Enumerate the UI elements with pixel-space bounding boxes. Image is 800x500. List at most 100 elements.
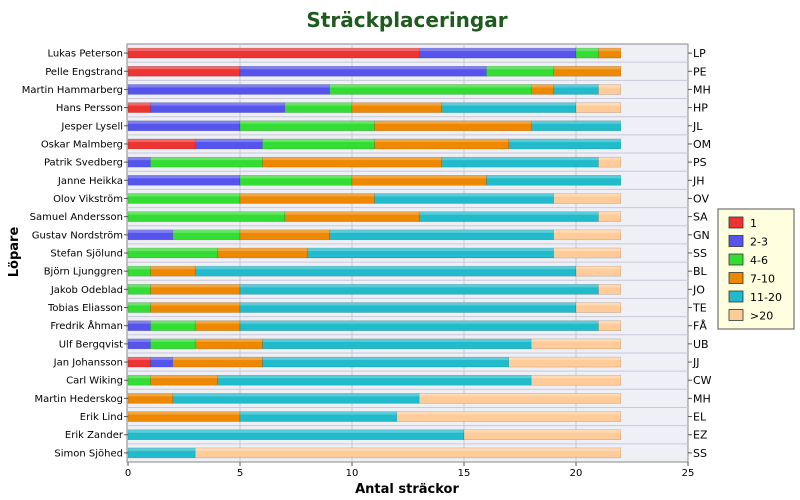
bar-segment xyxy=(530,338,622,350)
legend-label: 1 xyxy=(750,217,757,230)
bar-highlight xyxy=(486,175,621,179)
x-tick-label: 10 xyxy=(346,468,359,479)
bar-segment xyxy=(508,138,622,150)
bar-highlight xyxy=(150,338,196,342)
bar-highlight xyxy=(195,447,621,451)
bar-highlight xyxy=(128,48,420,52)
runner-initials-label: GN xyxy=(693,229,710,242)
bar-highlight xyxy=(172,357,263,361)
bar-highlight xyxy=(150,266,196,270)
bar-segment xyxy=(575,302,622,313)
bar-highlight xyxy=(128,211,285,215)
bar-highlight xyxy=(598,320,621,324)
runner-initials-label: EZ xyxy=(693,429,708,442)
runner-label: Pelle Engstrand xyxy=(45,67,123,78)
bar-highlight xyxy=(531,338,621,342)
runner-label: Jesper Lysell xyxy=(60,121,123,132)
bar-segment xyxy=(598,284,622,295)
bar-highlight xyxy=(172,393,420,397)
runner-initials-label: HP xyxy=(693,102,708,115)
bar-highlight xyxy=(128,266,151,270)
bar-highlight xyxy=(150,302,240,306)
legend-label: 7-10 xyxy=(750,273,775,286)
bar-highlight xyxy=(553,193,621,197)
bar-highlight xyxy=(128,320,151,324)
bar-highlight xyxy=(195,320,240,324)
bar-highlight xyxy=(128,302,151,306)
runner-initials-label: TE xyxy=(692,302,707,315)
runner-label: Jakob Odeblad xyxy=(50,285,123,296)
runner-label: Hans Persson xyxy=(56,103,123,114)
bar-highlight xyxy=(240,320,599,324)
x-tick-label: 15 xyxy=(458,468,471,479)
bar-highlight xyxy=(441,102,576,106)
bar-segment xyxy=(418,393,622,404)
bar-highlight xyxy=(240,175,352,179)
bar-highlight xyxy=(508,138,621,142)
runner-label: Martin Hammarberg xyxy=(22,85,123,96)
bar-highlight xyxy=(240,193,375,197)
bar-segment xyxy=(553,193,622,204)
bar-highlight xyxy=(396,411,621,415)
bar-highlight xyxy=(419,48,576,52)
bar-highlight xyxy=(240,302,576,306)
runner-initials-label: MH xyxy=(693,392,711,405)
bar-highlight xyxy=(284,211,420,215)
bar-segment xyxy=(553,247,622,259)
bar-highlight xyxy=(128,375,151,379)
bar-highlight xyxy=(150,102,285,106)
bar-highlight xyxy=(598,157,621,161)
runner-initials-label: JH xyxy=(692,174,705,187)
chart-title: Sträckplaceringar xyxy=(306,8,507,32)
bar-segment xyxy=(575,265,622,277)
runner-initials-label: OM xyxy=(693,138,711,151)
bar-highlight xyxy=(508,357,621,361)
bar-highlight xyxy=(128,66,240,70)
bar-highlight xyxy=(531,84,554,88)
bar-highlight xyxy=(128,175,240,179)
runner-label: Simon Sjöhed xyxy=(54,448,123,459)
bar-segment xyxy=(598,156,622,168)
runner-label: Janne Heikka xyxy=(57,176,123,187)
bar-segment xyxy=(530,120,622,132)
bar-highlight xyxy=(553,229,621,233)
legend-label: 2-3 xyxy=(750,236,768,249)
bar-segment xyxy=(598,320,622,331)
bar-highlight xyxy=(576,48,599,52)
runner-initials-label: OV xyxy=(693,192,709,205)
bar-highlight xyxy=(128,138,196,142)
bar-highlight xyxy=(150,375,218,379)
bar-highlight xyxy=(150,357,173,361)
bar-highlight xyxy=(329,84,532,88)
bar-highlight xyxy=(374,193,554,197)
bar-highlight xyxy=(262,357,509,361)
bar-highlight xyxy=(128,411,240,415)
runner-label: Stefan Sjölund xyxy=(50,249,123,260)
legend-label: 11-20 xyxy=(750,291,782,304)
bar-highlight xyxy=(553,248,621,251)
bar-highlight xyxy=(128,120,240,124)
bar-highlight xyxy=(352,102,442,106)
bar-highlight xyxy=(128,284,151,288)
legend-label: 4-6 xyxy=(750,254,768,267)
bar-segment xyxy=(150,356,174,368)
bar-highlight xyxy=(576,302,621,306)
bar-segment xyxy=(396,411,622,422)
bar-segment xyxy=(598,47,622,59)
bar-highlight xyxy=(128,248,218,251)
runner-label: Lukas Peterson xyxy=(47,49,123,60)
bar-highlight xyxy=(217,375,532,379)
bar-highlight xyxy=(128,157,151,161)
bar-highlight xyxy=(240,120,375,124)
legend-box xyxy=(717,208,795,330)
runner-initials-label: PE xyxy=(693,65,707,78)
runner-label: Tobias Eliasson xyxy=(47,303,123,314)
x-tick-label: 25 xyxy=(682,468,695,479)
bar-highlight xyxy=(128,357,151,361)
bar-highlight xyxy=(128,429,464,433)
bar-highlight xyxy=(553,84,599,88)
runner-label: Martin Hederskog xyxy=(35,394,123,405)
bar-highlight xyxy=(352,175,487,179)
legend-label: >20 xyxy=(750,310,773,323)
